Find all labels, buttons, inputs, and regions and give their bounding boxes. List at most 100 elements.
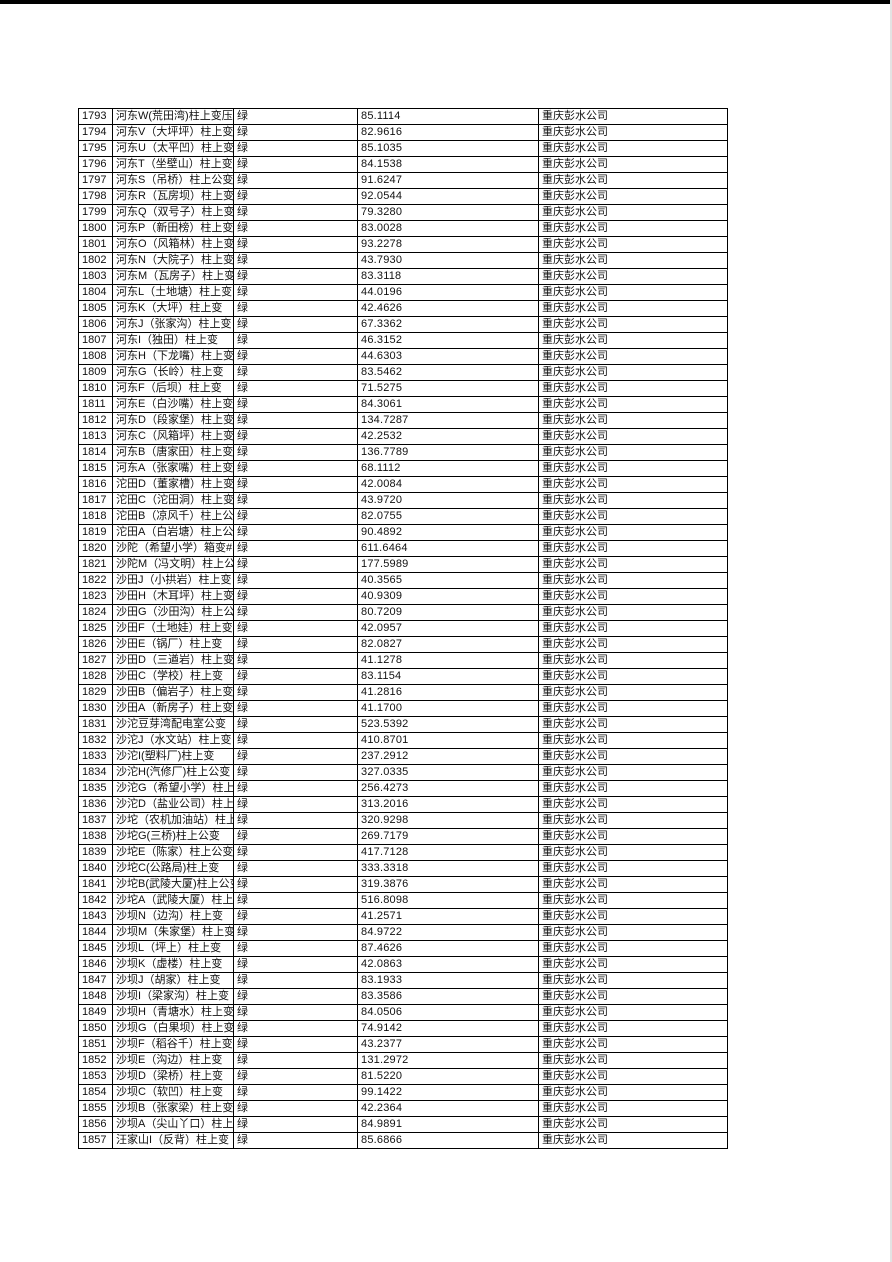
table-row: 1847 沙坝J（胡家）柱上变 绿 83.1933 重庆彭水公司	[78, 972, 728, 989]
cell-row-number: 1816	[78, 476, 113, 493]
table-row: 1838 沙坨G(三桥)柱上公变 绿 269.7179 重庆彭水公司	[78, 828, 728, 845]
cell-status: 绿	[233, 556, 358, 573]
cell-company: 重庆彭水公司	[538, 188, 728, 205]
cell-company: 重庆彭水公司	[538, 364, 728, 381]
cell-name: 河东F（后坝）柱上变	[112, 380, 234, 397]
cell-name: 沱田D（董家槽）柱上变	[112, 476, 234, 493]
cell-company: 重庆彭水公司	[538, 1020, 728, 1037]
cell-value: 41.2816	[357, 684, 539, 701]
page-right-edge	[890, 0, 892, 1262]
cell-name: 河东D（段家堡）柱上变	[112, 412, 234, 429]
table-row: 1857 汪家山I（反背）柱上变 绿 85.6866 重庆彭水公司	[78, 1132, 728, 1149]
cell-value: 85.6866	[357, 1132, 539, 1149]
cell-value: 87.4626	[357, 940, 539, 957]
cell-company: 重庆彭水公司	[538, 284, 728, 301]
table-body: 1793 河东W(荒田湾)柱上变压器 绿 85.1114 重庆彭水公司 1794…	[78, 108, 728, 1149]
cell-value: 82.9616	[357, 124, 539, 141]
cell-value: 83.3586	[357, 988, 539, 1005]
table-row: 1841 沙坨B(武陵大厦)柱上公变 绿 319.3876 重庆彭水公司	[78, 876, 728, 893]
cell-value: 42.2532	[357, 428, 539, 445]
cell-row-number: 1832	[78, 732, 113, 749]
cell-company: 重庆彭水公司	[538, 156, 728, 173]
cell-name: 沙田J（小拱岩）柱上变	[112, 572, 234, 589]
cell-value: 42.4626	[357, 300, 539, 317]
cell-row-number: 1824	[78, 604, 113, 621]
cell-value: 237.2912	[357, 748, 539, 765]
cell-name: 河东I（独田）柱上变	[112, 332, 234, 349]
cell-name: 河东E（白沙嘴）柱上变	[112, 396, 234, 413]
cell-row-number: 1840	[78, 860, 113, 877]
cell-name: 河东V（大坪坪）柱上变	[112, 124, 234, 141]
cell-value: 40.9309	[357, 588, 539, 605]
cell-value: 83.0028	[357, 220, 539, 237]
cell-value: 41.2571	[357, 908, 539, 925]
cell-company: 重庆彭水公司	[538, 812, 728, 829]
cell-status: 绿	[233, 796, 358, 813]
cell-status: 绿	[233, 604, 358, 621]
cell-row-number: 1801	[78, 236, 113, 253]
cell-row-number: 1820	[78, 540, 113, 557]
cell-value: 79.3280	[357, 204, 539, 221]
cell-status: 绿	[233, 284, 358, 301]
cell-status: 绿	[233, 732, 358, 749]
cell-name: 沙陀M（冯文明）柱上公变	[112, 556, 234, 573]
cell-value: 92.0544	[357, 188, 539, 205]
cell-row-number: 1850	[78, 1020, 113, 1037]
cell-name: 河东W(荒田湾)柱上变压器	[112, 108, 234, 125]
cell-name: 河东K（大坪）柱上变	[112, 300, 234, 317]
cell-company: 重庆彭水公司	[538, 556, 728, 573]
cell-value: 90.4892	[357, 524, 539, 541]
cell-row-number: 1830	[78, 700, 113, 717]
cell-row-number: 1826	[78, 636, 113, 653]
cell-company: 重庆彭水公司	[538, 1068, 728, 1085]
table-row: 1809 河东G（长岭）柱上变 绿 83.5462 重庆彭水公司	[78, 364, 728, 381]
table-row: 1796 河东T（坐壁山）柱上变 绿 84.1538 重庆彭水公司	[78, 156, 728, 173]
cell-name: 沙田C（学校）柱上变	[112, 668, 234, 685]
cell-value: 99.1422	[357, 1084, 539, 1101]
table-row: 1803 河东M（瓦房子）柱上变 绿 83.3118 重庆彭水公司	[78, 268, 728, 285]
cell-name: 沙田D（三遒岩）柱上变	[112, 652, 234, 669]
cell-value: 41.1278	[357, 652, 539, 669]
table-row: 1795 河东U（太平凹）柱上变 绿 85.1035 重庆彭水公司	[78, 140, 728, 157]
cell-value: 43.9720	[357, 492, 539, 509]
cell-company: 重庆彭水公司	[538, 940, 728, 957]
cell-company: 重庆彭水公司	[538, 396, 728, 413]
cell-status: 绿	[233, 172, 358, 189]
cell-row-number: 1853	[78, 1068, 113, 1085]
table-row: 1818 沱田B（凉风千）柱上公变 绿 82.0755 重庆彭水公司	[78, 508, 728, 525]
cell-row-number: 1811	[78, 396, 113, 413]
cell-company: 重庆彭水公司	[538, 652, 728, 669]
cell-company: 重庆彭水公司	[538, 844, 728, 861]
table-row: 1805 河东K（大坪）柱上变 绿 42.4626 重庆彭水公司	[78, 300, 728, 317]
table-row: 1832 沙沱J（水文站）柱上变 绿 410.8701 重庆彭水公司	[78, 732, 728, 749]
cell-status: 绿	[233, 892, 358, 909]
cell-name: 沙坝I（梁家沟）柱上变	[112, 988, 234, 1005]
cell-status: 绿	[233, 924, 358, 941]
cell-name: 沙田B（偏岩子）柱上变	[112, 684, 234, 701]
cell-status: 绿	[233, 636, 358, 653]
cell-name: 沙沱J（水文站）柱上变	[112, 732, 234, 749]
cell-name: 沙沱H(汽修厂)柱上公变	[112, 764, 234, 781]
table-row: 1839 沙坨E（陈家）柱上公变 绿 417.7128 重庆彭水公司	[78, 844, 728, 861]
cell-value: 177.5989	[357, 556, 539, 573]
cell-status: 绿	[233, 460, 358, 477]
cell-value: 611.6464	[357, 540, 539, 557]
table-row: 1815 河东A（张家嘴）柱上变 绿 68.1112 重庆彭水公司	[78, 460, 728, 477]
cell-company: 重庆彭水公司	[538, 764, 728, 781]
cell-company: 重庆彭水公司	[538, 892, 728, 909]
table-row: 1836 沙沱D（盐业公司）柱上变 绿 313.2016 重庆彭水公司	[78, 796, 728, 813]
cell-status: 绿	[233, 428, 358, 445]
cell-row-number: 1808	[78, 348, 113, 365]
table-row: 1843 沙坝N（边沟）柱上变 绿 41.2571 重庆彭水公司	[78, 908, 728, 925]
cell-name: 沙田A（新房子）柱上变	[112, 700, 234, 717]
cell-company: 重庆彭水公司	[538, 956, 728, 973]
table-container: 1793 河东W(荒田湾)柱上变压器 绿 85.1114 重庆彭水公司 1794…	[78, 108, 728, 1149]
cell-row-number: 1848	[78, 988, 113, 1005]
table-row: 1794 河东V（大坪坪）柱上变 绿 82.9616 重庆彭水公司	[78, 124, 728, 141]
cell-row-number: 1825	[78, 620, 113, 637]
cell-name: 沙坨A（武陵大厦）柱上变	[112, 892, 234, 909]
table-row: 1824 沙田G（沙田沟）柱上公变 绿 80.7209 重庆彭水公司	[78, 604, 728, 621]
cell-value: 269.7179	[357, 828, 539, 845]
cell-value: 40.3565	[357, 572, 539, 589]
cell-value: 84.9891	[357, 1116, 539, 1133]
